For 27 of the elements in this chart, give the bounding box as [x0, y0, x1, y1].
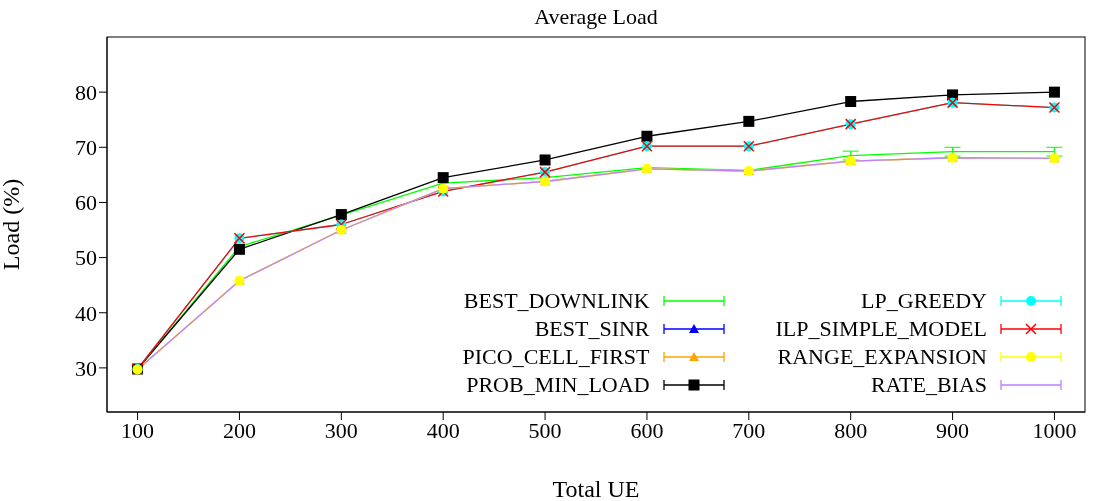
y-tick-label: 70 — [75, 135, 97, 161]
y-tick-label: 50 — [75, 245, 97, 271]
x-tick-label: 700 — [732, 417, 766, 443]
y-axis-title: Load (%) — [0, 178, 24, 271]
legend-label: LP_GREEDY — [861, 288, 987, 314]
y-tick-label: 40 — [75, 300, 97, 326]
x-axis-title: Total UE — [552, 476, 640, 501]
x-tick-label: 600 — [630, 417, 664, 443]
chart-title: Average Load — [533, 4, 659, 30]
legend-label: ILP_SIMPLE_MODEL — [775, 316, 987, 342]
x-tick-label: 300 — [324, 417, 358, 443]
x-tick-label: 200 — [222, 417, 256, 443]
x-tick-label: 1000 — [1032, 417, 1077, 443]
x-tick-label: 800 — [834, 417, 868, 443]
legend-label: PICO_CELL_FIRST — [462, 344, 650, 370]
y-tick-label: 60 — [75, 190, 97, 216]
legend-label: RANGE_EXPANSION — [777, 344, 987, 370]
y-tick-label: 80 — [75, 79, 97, 105]
legend-label: BEST_SINR — [534, 316, 650, 342]
legend-label: BEST_DOWNLINK — [463, 288, 650, 314]
x-tick-label: 400 — [426, 417, 460, 443]
x-tick-label: 100 — [121, 417, 155, 443]
x-tick-label: 900 — [936, 417, 970, 443]
y-tick-label: 30 — [75, 355, 97, 381]
legend-label: PROB_MIN_LOAD — [466, 372, 650, 398]
legend-label: RATE_BIAS — [870, 372, 987, 398]
x-tick-label: 500 — [528, 417, 562, 443]
